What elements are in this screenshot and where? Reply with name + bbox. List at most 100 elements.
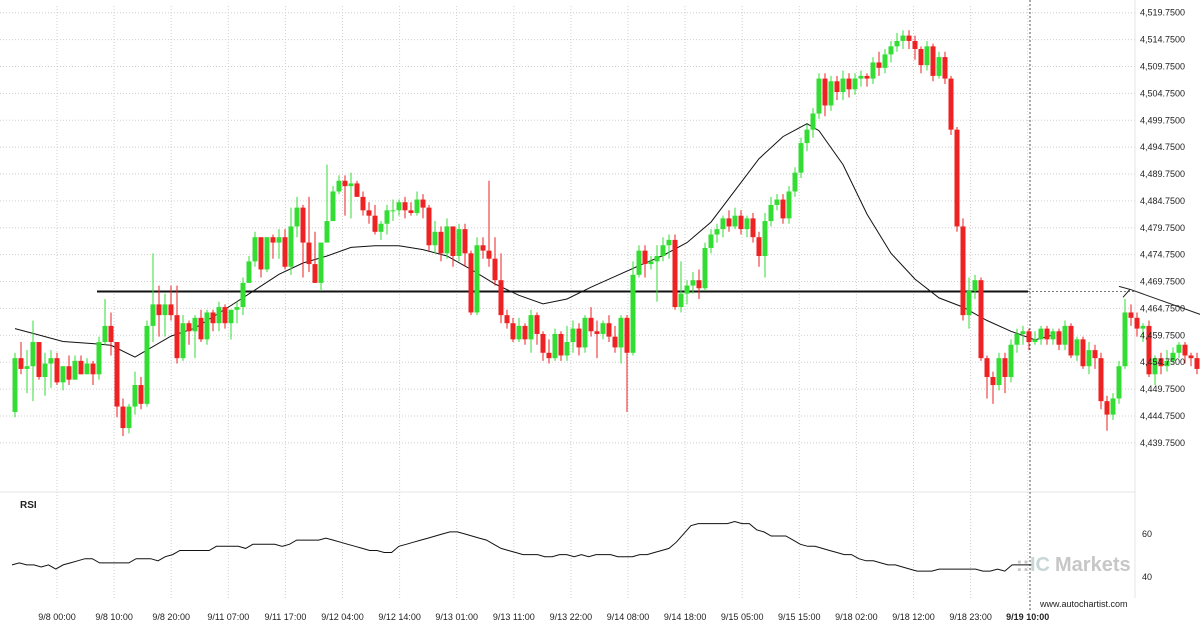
candle <box>1092 344 1098 369</box>
candlestick-series <box>12 30 1200 437</box>
candle-body <box>150 304 156 326</box>
forecast-head <box>1118 285 1131 298</box>
candle <box>804 124 810 152</box>
candle-body <box>36 342 42 377</box>
candle <box>390 199 396 222</box>
candle-body <box>1020 331 1026 334</box>
candle <box>666 234 672 259</box>
candle-body <box>558 333 564 356</box>
candle <box>576 323 582 356</box>
candle <box>756 231 762 267</box>
candle-body <box>924 46 930 66</box>
candle <box>246 256 252 283</box>
candle <box>96 336 102 380</box>
candle-body <box>24 366 30 369</box>
candle-body <box>300 207 306 243</box>
candle <box>306 196 312 273</box>
candle-body <box>408 210 414 213</box>
candle-body <box>594 331 600 334</box>
candle <box>498 253 504 324</box>
candle <box>1074 336 1080 361</box>
candle-body <box>600 323 606 334</box>
candle-body <box>108 325 114 343</box>
candle <box>612 325 618 353</box>
time-axis: 9/8 00:00 9/8 10:00 9/8 20:00 9/11 07:00 9/1… <box>38 612 1049 622</box>
candle <box>444 218 450 259</box>
candle <box>1122 299 1128 369</box>
candle <box>564 325 570 361</box>
candle-body <box>168 304 174 316</box>
candle-body <box>240 282 246 308</box>
candle <box>408 202 414 216</box>
candle <box>540 331 546 361</box>
candle <box>510 317 516 343</box>
candle-body <box>276 237 282 243</box>
candle <box>678 261 684 313</box>
candle <box>162 293 168 337</box>
candle <box>624 315 630 412</box>
candle <box>618 315 624 364</box>
candle-body <box>552 333 558 359</box>
candle <box>78 355 84 375</box>
candle <box>1056 328 1062 351</box>
candle-body <box>228 309 234 324</box>
price-tick-label: 4,499.7500 <box>1140 115 1185 125</box>
candle-body <box>1194 358 1200 369</box>
candle-body <box>72 360 78 380</box>
candle <box>240 277 246 316</box>
candle <box>36 342 42 380</box>
candle <box>798 137 804 179</box>
candle <box>1008 339 1014 383</box>
price-tick-label: 4,479.7500 <box>1140 223 1185 233</box>
candle <box>66 355 72 386</box>
rsi-line <box>11 520 1034 572</box>
candle-body <box>834 81 840 93</box>
candle <box>228 309 234 340</box>
candle-body <box>660 245 666 257</box>
candle-body <box>948 78 954 130</box>
candle <box>996 352 1002 391</box>
candle-body <box>816 78 822 114</box>
time-tick-label: 9/13 22:00 <box>550 612 593 622</box>
time-tick-label: 9/14 18:00 <box>664 612 707 622</box>
candle <box>276 229 282 259</box>
candle <box>108 312 114 356</box>
candle-body <box>516 325 522 340</box>
candle-body <box>414 199 420 213</box>
candle <box>1104 395 1110 431</box>
candle-body <box>1110 398 1116 415</box>
watermark: :: IC Markets <box>1016 554 1131 576</box>
candle <box>732 207 738 230</box>
candle <box>1170 347 1176 364</box>
candle-body <box>774 199 780 205</box>
rsi-tick-60: 60 <box>1142 529 1152 539</box>
candle-body <box>492 258 498 281</box>
candle <box>426 204 432 251</box>
candle-body <box>900 35 906 41</box>
candle-body <box>1116 366 1122 399</box>
candle-body <box>942 57 948 79</box>
candle-body <box>444 226 450 254</box>
candle <box>738 210 744 235</box>
candle-body <box>462 229 468 254</box>
candle-body <box>1164 360 1170 367</box>
candle <box>966 277 972 329</box>
time-tick-label: 9/13 11:00 <box>493 612 535 622</box>
candle-body <box>222 307 228 324</box>
candle-body <box>102 325 108 343</box>
time-tick-label: 9/18 12:00 <box>892 612 935 622</box>
candle-body <box>576 328 582 348</box>
candle <box>1110 393 1116 420</box>
candle <box>570 320 576 353</box>
candle-body <box>918 49 924 66</box>
candle-body <box>1014 333 1020 345</box>
candle-body <box>294 207 300 227</box>
candle-body <box>66 366 72 380</box>
candle-body <box>384 210 390 224</box>
candle <box>792 167 798 197</box>
candle <box>1026 328 1032 351</box>
candle <box>1014 328 1020 353</box>
time-tick-label: 9/12 14:00 <box>378 612 421 622</box>
candle <box>768 196 774 227</box>
